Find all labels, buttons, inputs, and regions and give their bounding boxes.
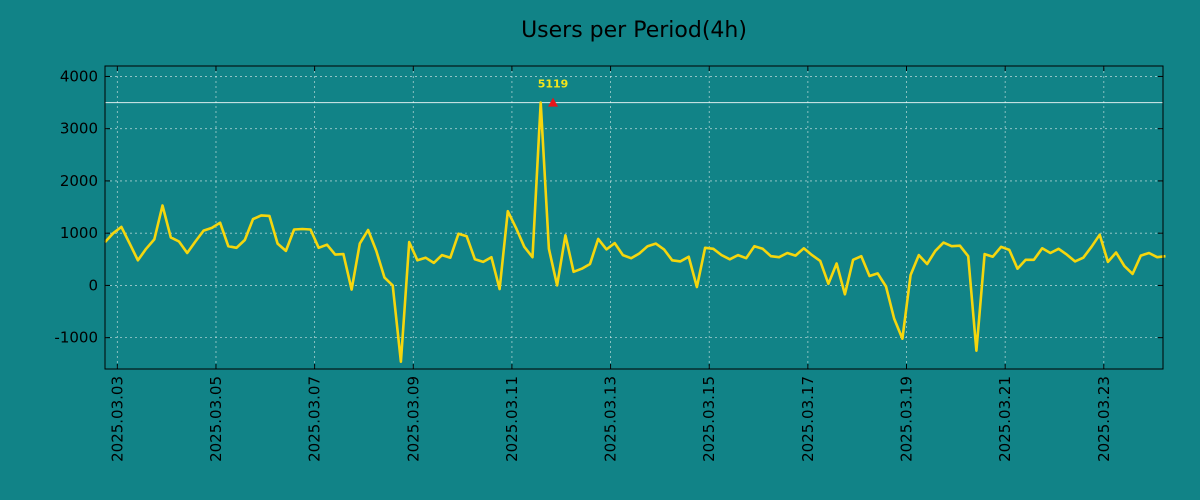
y-axis: -1000 0 1000 2000 3000 4000 (54, 67, 1163, 347)
x-tick-label: 2025.03.15 (700, 376, 718, 462)
x-tick-label: 2025.03.17 (799, 376, 817, 462)
x-tick-label: 2025.03.03 (108, 376, 126, 462)
x-tick-label: 2025.03.05 (207, 376, 225, 462)
x-tick-label: 2025.03.13 (602, 376, 620, 462)
x-axis: 2025.03.03 2025.03.05 2025.03.07 2025.03.09… (108, 66, 1113, 462)
x-tick-label: 2025.03.11 (503, 376, 521, 462)
x-tick-label: 2025.03.23 (1095, 376, 1113, 462)
x-tick-label: 2025.03.09 (404, 376, 422, 462)
x-tick-label: 2025.03.19 (898, 376, 916, 462)
series (104, 101, 1166, 364)
y-tick-label: 1000 (60, 224, 98, 242)
x-tick-label: 2025.03.07 (306, 376, 324, 462)
peak-label: 5119 (538, 78, 569, 91)
y-tick-label: 0 (88, 276, 98, 294)
y-tick-label: 2000 (60, 172, 98, 190)
peak-marker-group: 5119 (538, 78, 569, 107)
x-tick-label: 2025.03.21 (996, 376, 1014, 462)
peak-marker (548, 97, 559, 107)
grid (105, 66, 1163, 369)
y-tick-label: -1000 (54, 329, 98, 347)
users-line (104, 101, 1166, 364)
plot-frame (104, 65, 1164, 370)
y-tick-label: 4000 (60, 67, 98, 85)
chart-title: Users per Period(4h) (521, 18, 747, 43)
y-tick-label: 3000 (60, 120, 98, 138)
